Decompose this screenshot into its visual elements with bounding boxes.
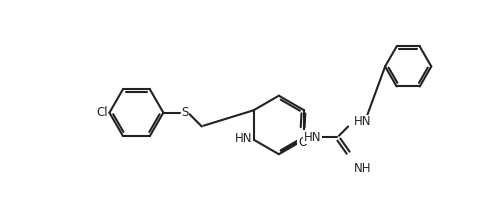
Text: S: S: [181, 106, 188, 119]
Text: HN: HN: [235, 132, 252, 145]
Text: HN: HN: [304, 131, 321, 144]
Text: O: O: [298, 136, 307, 149]
Text: HN: HN: [354, 115, 372, 128]
Text: NH: NH: [354, 162, 372, 175]
Text: N: N: [306, 133, 314, 146]
Text: Cl: Cl: [96, 106, 108, 119]
